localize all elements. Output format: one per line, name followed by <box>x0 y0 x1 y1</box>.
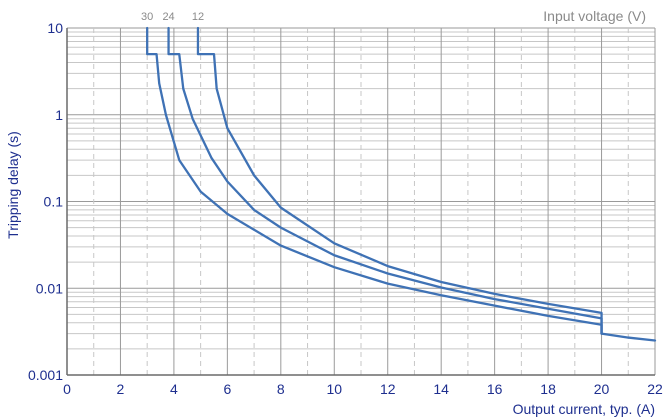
x-tick-label: 12 <box>380 381 396 397</box>
legend-title: Input voltage (V) <box>543 8 646 24</box>
x-tick-label: 6 <box>223 381 231 397</box>
grid-layer <box>67 27 656 375</box>
x-tick-label: 20 <box>594 381 610 397</box>
series-label-12v: 12 <box>192 11 204 23</box>
y-tick-label: 0.001 <box>28 367 63 383</box>
x-axis-title: Output current, typ. (A) <box>513 401 655 417</box>
y-tick-label: 0.01 <box>36 280 63 296</box>
x-tick-label: 18 <box>540 381 556 397</box>
y-tick-label: 0.1 <box>44 194 64 210</box>
x-tick-label: 8 <box>277 381 285 397</box>
x-tick-label: 22 <box>647 381 663 397</box>
x-tick-label: 16 <box>487 381 503 397</box>
series-line-12v <box>196 26 603 335</box>
series-line-24v <box>167 26 603 335</box>
x-tick-label: 14 <box>433 381 449 397</box>
series-label-24v: 24 <box>162 11 174 23</box>
series-label-30v: 30 <box>141 11 153 23</box>
y-tick-label: 10 <box>47 20 63 36</box>
x-tick-label: 0 <box>63 381 71 397</box>
x-tick-label: 2 <box>117 381 125 397</box>
x-tick-label: 4 <box>170 381 178 397</box>
y-axis-title: Tripping delay (s) <box>5 131 21 239</box>
y-tick-label: 1 <box>55 107 63 123</box>
x-tick-label: 10 <box>326 381 342 397</box>
axis-layer <box>66 28 655 376</box>
series-layer <box>146 26 657 342</box>
series-line-30v <box>146 26 657 342</box>
